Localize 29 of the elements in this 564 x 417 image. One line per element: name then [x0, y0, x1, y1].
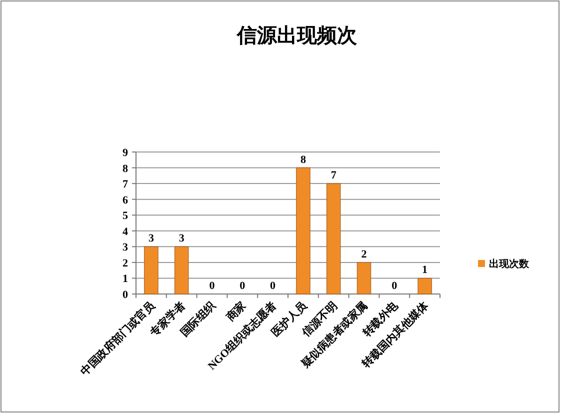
data-label: 2 [361, 248, 368, 260]
y-tick-label: 7 [122, 178, 128, 191]
y-tick-label: 1 [122, 273, 128, 286]
data-label: 3 [178, 232, 185, 245]
data-label: 0 [240, 280, 246, 292]
bar [356, 262, 372, 294]
bar [418, 278, 432, 294]
chart-title: 信源出现频次 [236, 25, 358, 47]
bar [296, 168, 310, 294]
y-tick-label: 8 [122, 162, 128, 175]
y-tick-label: 5 [122, 210, 128, 222]
data-label: 8 [300, 154, 306, 166]
data-label: 7 [330, 170, 337, 182]
x-tick-label: 商家 [223, 298, 249, 324]
y-tick-label: 9 [122, 147, 128, 159]
data-label: 1 [422, 264, 428, 276]
data-label: 0 [392, 280, 398, 292]
bar [174, 246, 189, 294]
legend-label: 出现次数 [489, 258, 530, 270]
y-tick-label: 4 [122, 226, 128, 238]
bar [144, 246, 158, 294]
data-label: 3 [148, 232, 154, 245]
bar [326, 183, 341, 294]
y-tick-label: 6 [122, 194, 128, 206]
y-tick-label: 3 [122, 242, 128, 254]
y-tick-label: 2 [122, 257, 128, 270]
data-label: 0 [209, 280, 216, 292]
y-tick-label: 0 [122, 289, 128, 301]
data-label: 0 [270, 280, 276, 292]
